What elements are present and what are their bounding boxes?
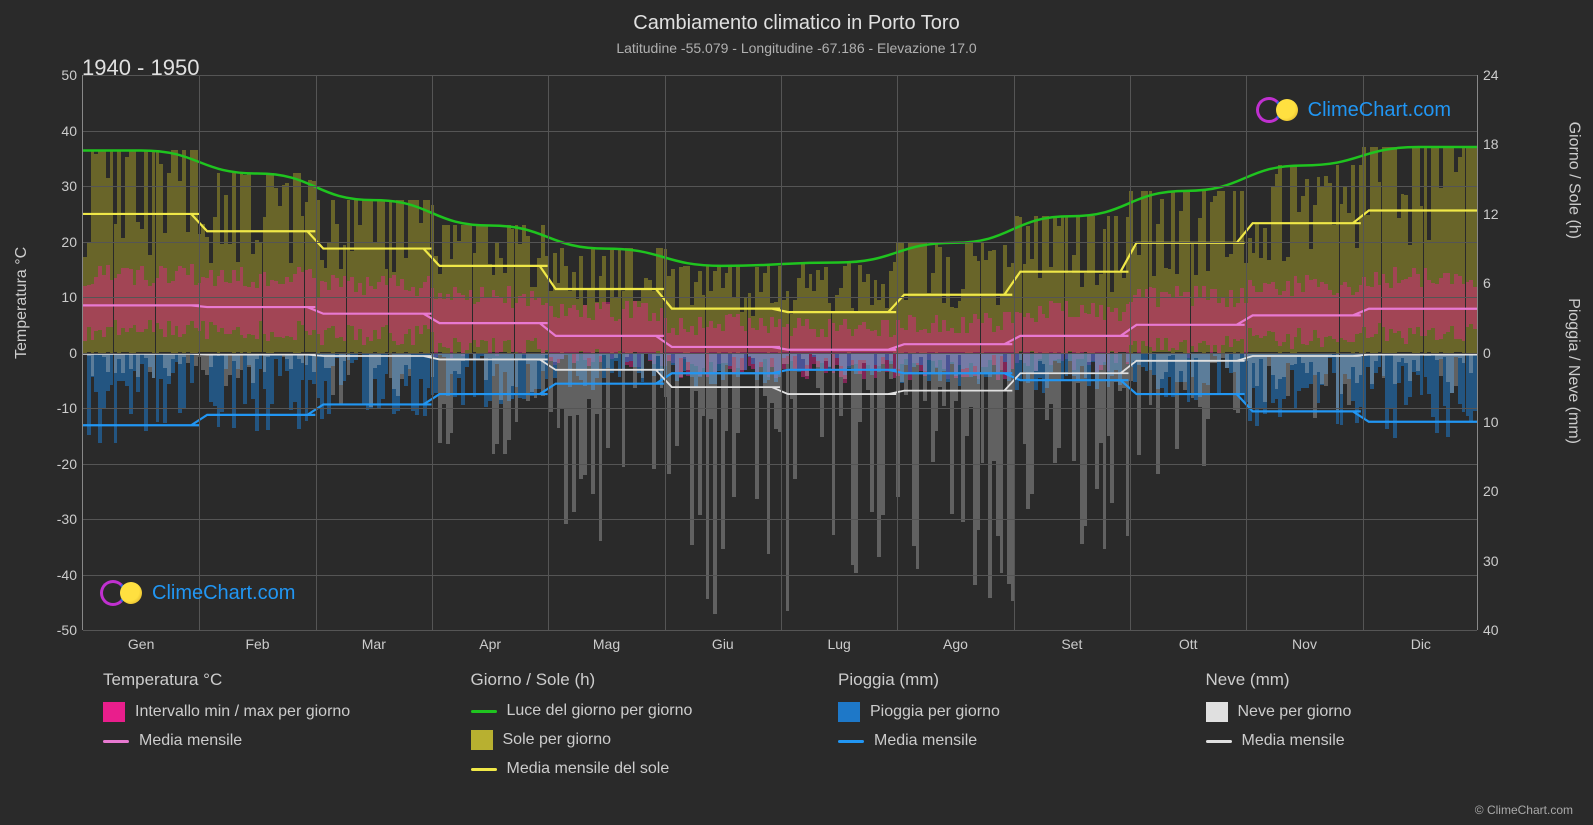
swatch-sun-mean: [471, 768, 497, 771]
y-tick-left: -10: [57, 400, 77, 416]
swatch-snow-mean: [1206, 740, 1232, 743]
curve-temp-mean: [83, 305, 1477, 349]
copyright: © ClimeChart.com: [1475, 803, 1573, 817]
logo-icon: [1256, 97, 1282, 123]
legend-header: Neve (mm): [1206, 670, 1534, 690]
y-tick-left: -50: [57, 622, 77, 638]
legend-item: Media mensile: [838, 732, 1166, 750]
legend-label: Luce del giorno per giorno: [507, 702, 693, 720]
y-tick-left: -20: [57, 456, 77, 472]
x-tick: Mar: [362, 636, 386, 652]
y-tick-right: 24: [1483, 67, 1499, 83]
climate-chart: Cambiamento climatico in Porto Toro Lati…: [0, 0, 1593, 825]
y-axis-right-bottom-label: Pioggia / Neve (mm): [1564, 298, 1582, 444]
swatch-rain: [838, 702, 860, 722]
chart-title: Cambiamento climatico in Porto Toro: [633, 12, 959, 35]
legend-item: Media mensile: [103, 732, 431, 750]
chart-subtitle: Latitudine -55.079 - Longitudine -67.186…: [616, 40, 976, 56]
y-tick-left: 50: [61, 67, 77, 83]
curve-daylight: [83, 147, 1477, 266]
legend-label: Media mensile: [874, 732, 977, 750]
legend-item: Intervallo min / max per giorno: [103, 702, 431, 722]
logo-icon: [100, 580, 126, 606]
y-tick-right: 12: [1483, 206, 1499, 222]
legend: Temperatura °C Intervallo min / max per …: [103, 670, 1533, 788]
legend-header: Giorno / Sole (h): [471, 670, 799, 690]
legend-label: Media mensile: [139, 732, 242, 750]
x-tick: Lug: [827, 636, 850, 652]
y-tick-left: 20: [61, 234, 77, 250]
y-tick-left: -40: [57, 567, 77, 583]
curve-rain-mean: [83, 370, 1477, 425]
swatch-temp-mean: [103, 740, 129, 743]
brand-text: ClimeChart.com: [152, 582, 295, 605]
y-tick-left: -30: [57, 511, 77, 527]
legend-label: Intervallo min / max per giorno: [135, 703, 350, 721]
y-tick-right: 20: [1483, 483, 1499, 499]
y-tick-right: 18: [1483, 136, 1499, 152]
swatch-temp-range: [103, 702, 125, 722]
legend-daysun: Giorno / Sole (h) Luce del giorno per gi…: [471, 670, 799, 788]
legend-label: Pioggia per giorno: [870, 703, 1000, 721]
x-tick: Ott: [1179, 636, 1198, 652]
swatch-sun: [471, 730, 493, 750]
legend-item: Pioggia per giorno: [838, 702, 1166, 722]
swatch-rain-mean: [838, 740, 864, 743]
y-axis-right-top-label: Giorno / Sole (h): [1564, 122, 1582, 239]
legend-label: Media mensile: [1242, 732, 1345, 750]
y-tick-left: 0: [69, 345, 77, 361]
legend-item: Media mensile: [1206, 732, 1534, 750]
legend-label: Media mensile del sole: [507, 760, 670, 778]
legend-snow: Neve (mm) Neve per giorno Media mensile: [1206, 670, 1534, 788]
y-tick-right: 6: [1483, 275, 1491, 291]
y-tick-left: 10: [61, 289, 77, 305]
y-tick-left: 30: [61, 178, 77, 194]
legend-header: Pioggia (mm): [838, 670, 1166, 690]
y-tick-right: 30: [1483, 553, 1499, 569]
legend-item: Neve per giorno: [1206, 702, 1534, 722]
legend-rain: Pioggia (mm) Pioggia per giorno Media me…: [838, 670, 1166, 788]
legend-header: Temperatura °C: [103, 670, 431, 690]
y-axis-left-label: Temperatura °C: [13, 247, 31, 359]
legend-label: Neve per giorno: [1238, 703, 1352, 721]
swatch-daylight: [471, 710, 497, 713]
legend-label: Sole per giorno: [503, 731, 612, 749]
x-tick: Dic: [1411, 636, 1431, 652]
x-tick: Nov: [1292, 636, 1317, 652]
legend-item: Luce del giorno per giorno: [471, 702, 799, 720]
brand-text: ClimeChart.com: [1308, 99, 1451, 122]
legend-item: Sole per giorno: [471, 730, 799, 750]
y-tick-left: 40: [61, 123, 77, 139]
y-tick-right: 40: [1483, 622, 1499, 638]
x-tick: Set: [1061, 636, 1082, 652]
x-tick: Apr: [479, 636, 501, 652]
x-tick: Gen: [128, 636, 154, 652]
plot-area: 50403020100-10-20-30-40-5024181260102030…: [82, 75, 1478, 630]
y-tick-right: 10: [1483, 414, 1499, 430]
x-tick: Feb: [245, 636, 269, 652]
brand-logo-top: ClimeChart.com: [1256, 97, 1451, 123]
swatch-snow: [1206, 702, 1228, 722]
x-tick: Ago: [943, 636, 968, 652]
brand-logo-bottom: ClimeChart.com: [100, 580, 295, 606]
x-tick: Giu: [712, 636, 734, 652]
x-tick: Mag: [593, 636, 620, 652]
y-tick-right: 0: [1483, 345, 1491, 361]
legend-item: Media mensile del sole: [471, 760, 799, 778]
legend-temperature: Temperatura °C Intervallo min / max per …: [103, 670, 431, 788]
